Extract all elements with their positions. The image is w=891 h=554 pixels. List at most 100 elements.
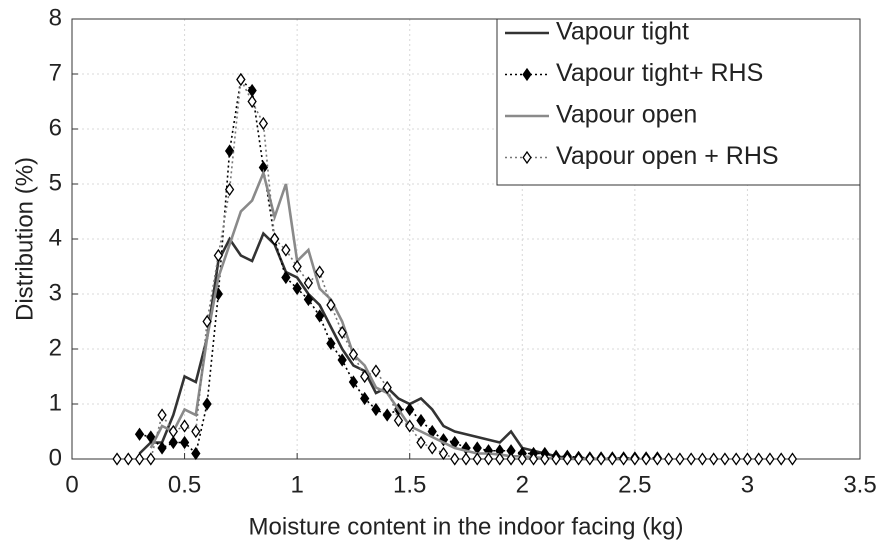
marker (522, 150, 532, 165)
y-tick-label: 8 (49, 4, 62, 31)
marker (247, 94, 257, 109)
marker (348, 375, 359, 389)
y-tick-label: 6 (49, 114, 62, 141)
x-tick-label: 3.5 (843, 471, 876, 498)
marker (236, 72, 246, 87)
marker (630, 452, 640, 466)
marker (754, 452, 764, 466)
x-tick-label: 3 (741, 471, 754, 498)
y-tick-label: 4 (49, 224, 62, 251)
series-line (149, 168, 635, 461)
marker (157, 441, 167, 455)
marker (168, 424, 178, 439)
marker (405, 419, 415, 433)
marker (675, 452, 685, 466)
marker (573, 452, 584, 466)
series-line (138, 231, 635, 461)
marker (720, 452, 730, 466)
marker (596, 452, 606, 466)
marker (517, 452, 527, 466)
marker (393, 413, 404, 428)
marker (607, 452, 617, 466)
marker (371, 402, 381, 417)
marker (292, 259, 302, 274)
marker (371, 364, 381, 378)
marker (585, 452, 595, 466)
marker (326, 298, 336, 312)
marker (303, 292, 314, 307)
marker (562, 452, 572, 466)
marker (191, 424, 201, 439)
marker (472, 452, 482, 466)
marker (134, 452, 145, 466)
y-tick-label: 1 (49, 389, 62, 416)
marker (360, 391, 370, 406)
marker (652, 452, 663, 466)
marker (303, 276, 314, 290)
marker (281, 270, 291, 285)
marker (191, 446, 201, 461)
x-tick-label: 2 (516, 471, 529, 498)
marker (382, 408, 392, 422)
marker (528, 452, 539, 466)
marker (416, 435, 426, 450)
marker (134, 427, 145, 441)
marker (360, 369, 370, 384)
marker (483, 452, 494, 466)
marker (123, 452, 133, 466)
legend-box (496, 18, 861, 186)
marker (663, 452, 674, 466)
legend-label: Vapour open + RHS (556, 142, 779, 170)
legend-label: Vapour tight (556, 18, 689, 46)
marker (416, 413, 426, 428)
marker (315, 265, 325, 279)
x-tick-label: 1 (290, 471, 303, 498)
marker (213, 248, 223, 263)
marker (686, 452, 696, 466)
marker (709, 452, 719, 466)
marker (202, 314, 212, 329)
y-tick-label: 0 (49, 444, 62, 471)
marker (348, 347, 359, 362)
marker (224, 182, 235, 197)
marker (787, 452, 798, 466)
marker (326, 336, 336, 351)
marker (551, 452, 561, 466)
y-tick-label: 7 (49, 59, 62, 86)
y-tick-label: 5 (49, 169, 62, 196)
marker (405, 402, 415, 417)
y-tick-label: 2 (49, 334, 62, 361)
marker (146, 452, 156, 466)
x-tick-label: 1.5 (393, 471, 426, 498)
marker (382, 380, 392, 395)
marker (765, 452, 775, 466)
marker (258, 116, 269, 131)
marker (438, 446, 449, 461)
marker (112, 452, 122, 466)
x-axis-label: Moisture content in the indoor facing (k… (249, 513, 684, 540)
y-axis-label: Distribution (%) (11, 157, 38, 321)
marker (461, 452, 471, 466)
marker (450, 452, 460, 466)
marker (495, 452, 505, 466)
x-tick-label: 0.5 (168, 471, 201, 498)
marker (506, 452, 516, 466)
marker (776, 452, 786, 466)
x-tick-label: 2.5 (618, 471, 651, 498)
marker (427, 441, 437, 455)
marker (618, 452, 629, 466)
marker (179, 419, 190, 433)
marker (202, 397, 212, 411)
marker (247, 83, 257, 98)
marker (179, 435, 190, 450)
marker (697, 452, 708, 466)
marker (742, 452, 753, 466)
marker (337, 353, 347, 367)
marker (641, 452, 651, 466)
marker (269, 232, 280, 246)
marker (315, 309, 325, 323)
marker (224, 144, 235, 158)
x-tick-label: 0 (65, 471, 78, 498)
marker (281, 243, 291, 257)
